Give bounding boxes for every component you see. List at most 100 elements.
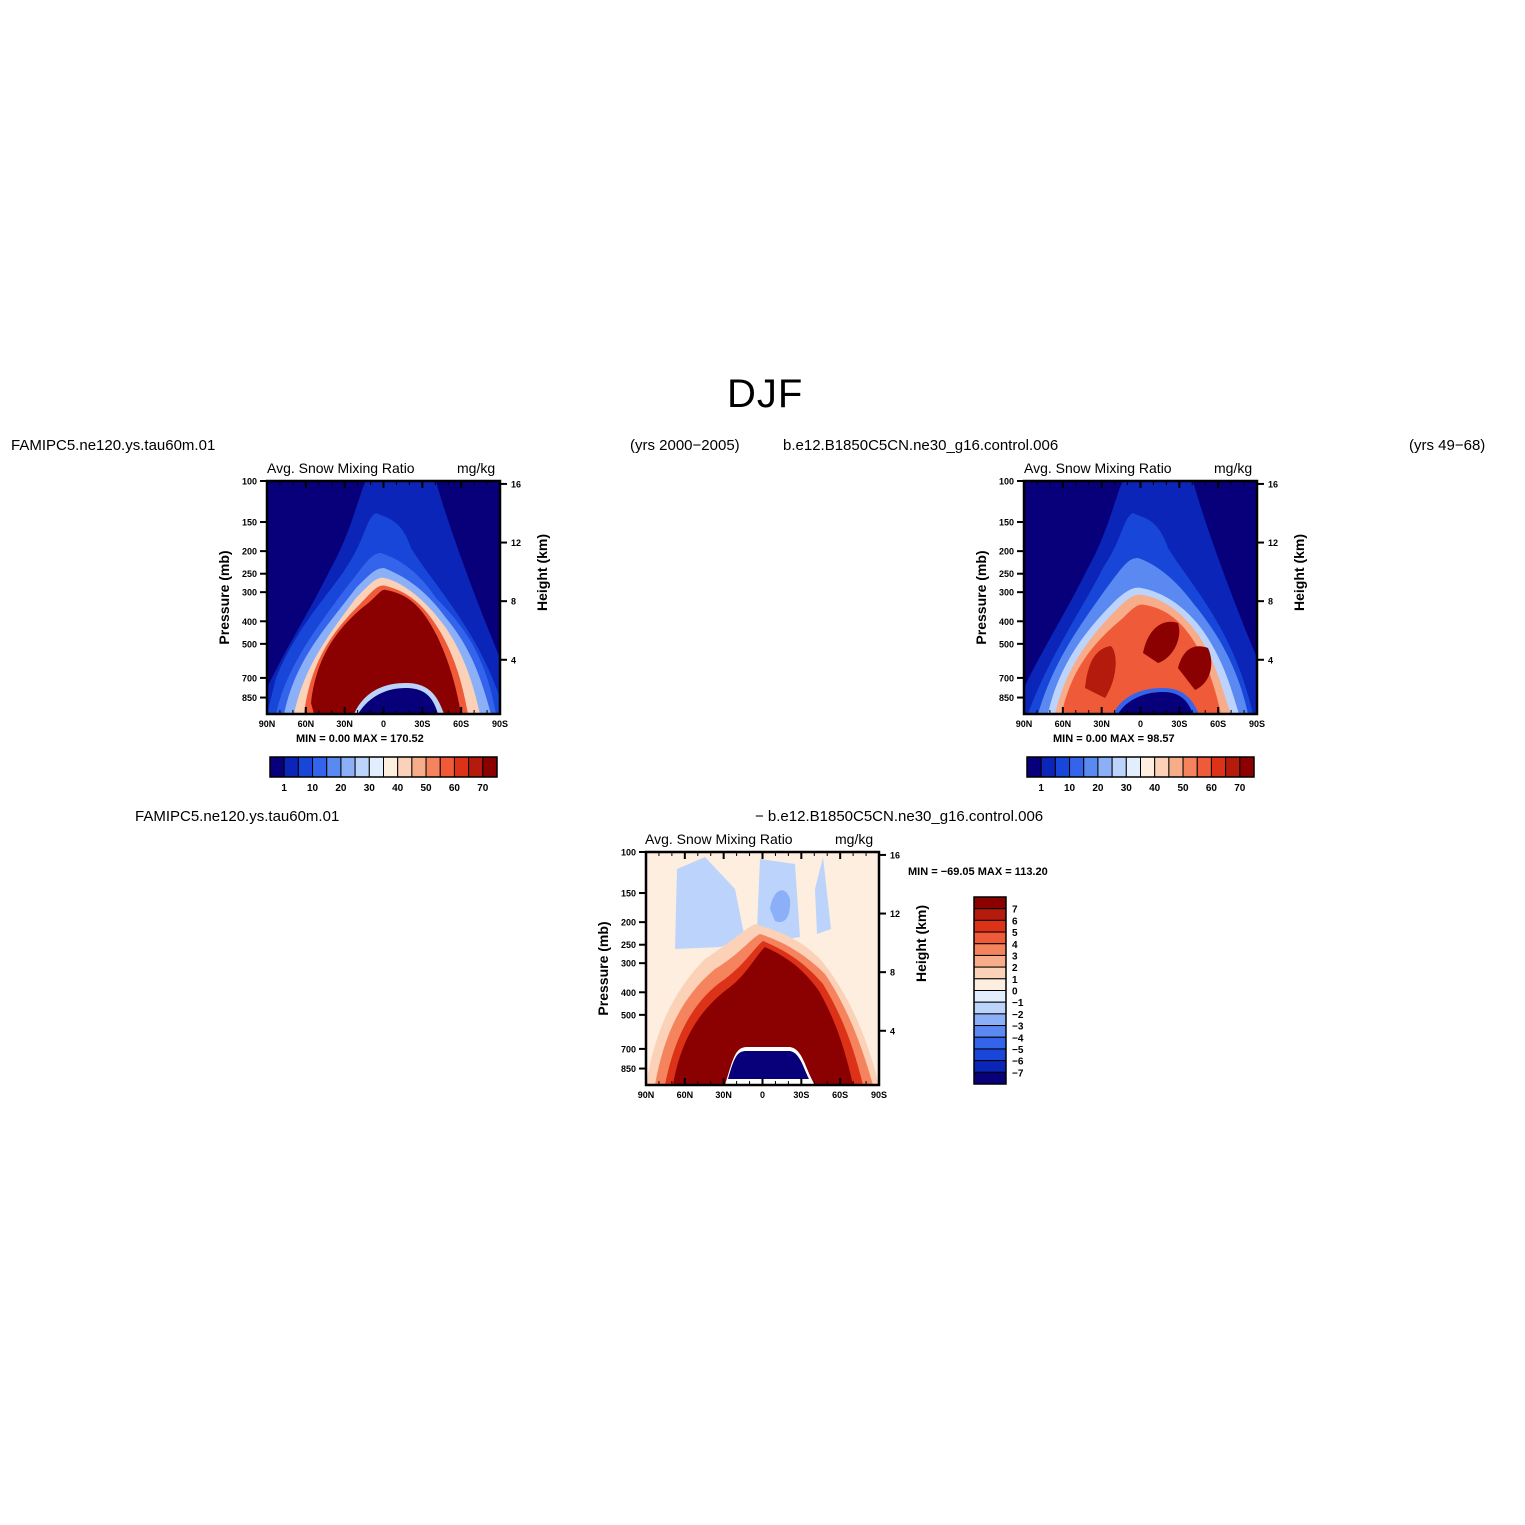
panel_diff-xtick-label: 30S [793,1090,809,1100]
diff-colorbar-label: −6 [1012,1057,1024,1068]
diff-colorbar-frame [973,896,1007,1085]
panel_a-ytick-label: 150 [242,518,257,528]
panel_b-xtick-label: 30S [1171,719,1187,729]
panel-a-minmax: MIN = 0.00 MAX = 170.52 [296,733,424,745]
panel_a-ytick-label: 850 [242,693,257,703]
diff-variable: Avg. Snow Mixing Ratio [645,831,793,847]
panel_diff-ytick-right-label: 8 [890,968,895,978]
panel-b-colorbar-label: 30 [1121,783,1133,794]
diff-colorbar-label: 2 [1012,963,1018,974]
diff-minmax: MIN = −69.05 MAX = 113.20 [908,866,1048,878]
panel-b-colorbar-swatch [1210,756,1227,778]
panel_a-ylabel: Pressure (mb) [216,550,232,644]
panel-b-units: mg/kg [1214,460,1253,476]
panel_a-xtick-label: 0 [381,719,386,729]
diff-colorbar-label: −1 [1012,998,1024,1009]
panel_b-ytick-label: 850 [999,693,1014,703]
panel-a-colorbar-swatch [297,756,314,778]
panel-a-years: (yrs 2000−2005) [630,437,740,454]
panel-a-colorbar-swatch [482,756,498,778]
panel_a-xtick-label: 30N [336,719,353,729]
panel-a-colorbar-label: 50 [421,783,433,794]
panel_a-ytick-label: 400 [242,617,257,627]
diff-colorbar-swatch [973,1048,1007,1062]
panel_b-ytick-label: 500 [999,639,1014,649]
panel-a-colorbar-swatch [326,756,342,778]
panel-b: Avg. Snow Mixing Ratio mg/kg MIN = 0.00 … [973,458,1313,798]
panel-a-colorbar-swatch [269,756,285,778]
panel_diff-ytick-label: 250 [621,940,636,950]
panel_diff-xtick-label: 0 [760,1090,765,1100]
panel-b-colorbar-swatch [1069,756,1085,778]
panel_a-ytick-label: 100 [242,477,257,487]
panel-b-colorbar-swatch [1225,756,1241,778]
panel_diff-ytick-right-label: 4 [890,1026,895,1036]
panel-b-colorbar-label: 10 [1064,783,1076,794]
panel-a-colorbar-swatch [283,756,299,778]
diff-case-b: − b.e12.B1850C5CN.ne30_g16.control.006 [755,808,1044,825]
panel-b-colorbar-label: 70 [1234,783,1246,794]
panel_b-ytick-label: 150 [999,518,1014,528]
diff-colorbar-swatch [973,943,1007,956]
panel_a-ytick-right-label: 8 [511,597,516,607]
panel-a-colorbar-swatch [354,756,370,778]
panel_b-ytick-right-label: 16 [1268,479,1278,489]
panel_diff-ylabel: Pressure (mb) [595,921,611,1015]
panel_diff-ytick-label: 500 [621,1010,636,1020]
diff-colorbar-label: −3 [1012,1022,1024,1033]
panel-b-colorbar-swatch [1111,756,1127,778]
panel-b-plot [1022,479,1259,716]
panel_b-ytick-label: 300 [999,588,1014,598]
panel_a-xtick-label: 90S [492,719,508,729]
panel-b-colorbar-swatch [1040,756,1056,778]
diff-colorbar-label: 6 [1012,916,1018,927]
panel_a-ytick-label: 200 [242,547,257,557]
diff-colorbar-swatch [973,1036,1007,1050]
panel_b-ytick-label: 250 [999,569,1014,579]
diff-colorbar-swatch [973,954,1007,968]
panel-a-colorbar-swatch [383,756,399,778]
panel_diff-xtick-label: 90S [871,1090,887,1100]
panel-b-colorbar-swatch [1026,756,1042,778]
panel_a-ytick-right-label: 16 [511,479,521,489]
diff-case-a: FAMIPC5.ne120.ys.tau60m.01 [135,808,340,825]
panel-b-colorbar-swatch [1140,756,1156,778]
panel-b-colorbar-label: 1 [1038,783,1044,794]
panel_a-xtick-label: 60S [453,719,469,729]
panel-b-case: b.e12.B1850C5CN.ne30_g16.control.006 [783,437,1059,454]
panel_diff-ytick-label: 400 [621,988,636,998]
diff-colorbar-label: −7 [1012,1068,1024,1079]
panel-a-colorbar-swatch [425,756,441,778]
panel-a-colorbar-swatch [468,756,484,778]
panel-a-colorbar-swatch [397,756,413,778]
diff-colorbar-swatch [973,1001,1007,1015]
panel-b-years: (yrs 49−68) [1409,437,1486,454]
panel_diff-ylabel-right: Height (km) [913,905,929,982]
panel_b-ytick-label: 700 [999,673,1014,683]
diff-colorbar-label: −2 [1012,1010,1024,1021]
diff-colorbar-swatch [973,919,1007,933]
diff-colorbar-label: 4 [1012,940,1018,951]
panel_diff-ytick-label: 200 [621,918,636,928]
panel_b-ytick-label: 200 [999,547,1014,557]
diff-colorbar-swatch [973,1071,1007,1085]
panel-b-colorbar-swatch [1125,756,1141,778]
diff-colorbar-label: 5 [1012,928,1018,939]
panel-a-units: mg/kg [457,460,496,476]
panel_diff-ytick-right-label: 16 [890,850,900,860]
panel_a-xtick-label: 30S [414,719,430,729]
panel_b-xtick-label: 60S [1210,719,1226,729]
panel-a-colorbar-swatch [312,756,328,778]
panel_diff-ytick-label: 300 [621,959,636,969]
panel_b-ylabel-right: Height (km) [1291,534,1307,611]
diff-colorbar-label: 0 [1012,987,1018,998]
panel_diff-xtick-label: 60N [677,1090,694,1100]
diff-colorbar-swatch [973,966,1007,980]
diff-colorbar-label: 1 [1012,975,1018,986]
panel-a-colorbar-label: 30 [364,783,376,794]
panel-b-colorbar-frame [1026,756,1255,778]
panel_b-ytick-label: 100 [999,477,1014,487]
panel-b-colorbar-swatch [1054,756,1071,778]
panel-a-colorbar-label: 40 [392,783,404,794]
